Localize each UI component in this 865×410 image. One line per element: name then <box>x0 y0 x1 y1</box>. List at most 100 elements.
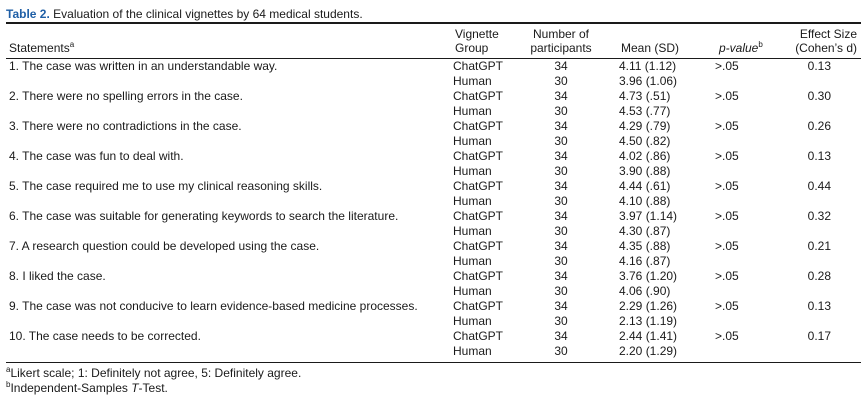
p-value-cell: >.05 <box>715 209 739 223</box>
mean-sd-cell: 3.96 (1.06) <box>619 74 678 88</box>
participants-cell: 30 <box>554 74 568 88</box>
statement-blank-cell <box>6 104 449 119</box>
statement-cell: 8. I liked the case. <box>9 269 106 283</box>
effect-size-cell: 0.44 <box>807 179 831 193</box>
table-row: 10. The case needs to be corrected. ChatG… <box>6 329 861 344</box>
effect-size-blank-cell <box>777 224 861 239</box>
group-cell: ChatGPT <box>453 89 504 103</box>
p-value-cell: >.05 <box>715 329 739 343</box>
effect-size-cell: 0.28 <box>807 269 831 283</box>
group-cell: Human <box>453 134 492 148</box>
mean-sd-cell: 4.50 (.82) <box>619 134 671 148</box>
table-row: Human 30 4.50 (.82) <box>6 134 861 149</box>
effect-size-cell: 0.13 <box>807 149 831 163</box>
p-value-blank-cell <box>697 224 777 239</box>
group-cell: Human <box>453 164 492 178</box>
header-p-value: p-valueb <box>719 40 763 56</box>
mean-sd-cell: 4.30 (.87) <box>619 224 671 238</box>
table-caption: Table 2. Evaluation of the clinical vign… <box>6 6 861 22</box>
mean-sd-cell: 4.02 (.86) <box>619 149 671 163</box>
p-value-blank-cell <box>697 314 777 329</box>
group-cell: ChatGPT <box>453 239 504 253</box>
statement-cell: 5. The case required me to use my clinic… <box>9 179 323 193</box>
effect-size-blank-cell <box>777 254 861 269</box>
table-body: 1. The case was written in an understand… <box>6 59 861 359</box>
participants-cell: 34 <box>554 239 568 253</box>
statement-cell: 2. There were no spelling errors in the … <box>9 89 243 103</box>
top-rule <box>6 22 861 24</box>
table-row: 3. There were no contradictions in the c… <box>6 119 861 134</box>
group-cell: ChatGPT <box>453 299 504 313</box>
table-row: Human 30 2.13 (1.19) <box>6 314 861 329</box>
table-row: Human 30 3.96 (1.06) <box>6 74 861 89</box>
table-row: 7. A research question could be develope… <box>6 239 861 254</box>
statement-cell: 9. The case was not conducive to learn e… <box>9 299 418 313</box>
participants-cell: 34 <box>554 299 568 313</box>
effect-size-cell: 0.17 <box>807 329 831 343</box>
p-value-blank-cell <box>697 164 777 179</box>
header-statements: Statementsa <box>9 40 75 56</box>
header-effect-size: Effect Size (Cohen’s d) <box>795 27 857 55</box>
participants-cell: 30 <box>554 344 568 358</box>
group-cell: Human <box>453 344 492 358</box>
table-footnotes: aLikert scale; 1: Definitely not agree, … <box>6 366 861 396</box>
participants-cell: 34 <box>554 89 568 103</box>
header-mean-sd: Mean (SD) <box>621 41 680 55</box>
effect-size-cell: 0.30 <box>807 89 831 103</box>
statement-blank-cell <box>6 314 449 329</box>
effect-size-cell: 0.13 <box>807 59 831 73</box>
participants-cell: 30 <box>554 224 568 238</box>
effect-size-cell: 0.32 <box>807 209 831 223</box>
p-value-blank-cell <box>697 344 777 359</box>
footnote-a: aLikert scale; 1: Definitely not agree, … <box>6 365 302 381</box>
effect-size-blank-cell <box>777 74 861 89</box>
mean-sd-cell: 2.29 (1.26) <box>619 299 678 313</box>
table-row: Human 30 4.16 (.87) <box>6 254 861 269</box>
participants-cell: 34 <box>554 329 568 343</box>
effect-size-blank-cell <box>777 344 861 359</box>
statement-blank-cell <box>6 224 449 239</box>
table-caption-label: Table 2. <box>6 7 50 21</box>
group-cell: ChatGPT <box>453 179 504 193</box>
group-cell: Human <box>453 254 492 268</box>
group-cell: Human <box>453 104 492 118</box>
table-row: Human 30 4.06 (.90) <box>6 284 861 299</box>
header-rule <box>6 58 861 59</box>
mean-sd-cell: 4.44 (.61) <box>619 179 671 193</box>
mean-sd-cell: 2.44 (1.41) <box>619 329 678 343</box>
table-header: Statementsa Vignette Group Number of parti… <box>6 24 861 59</box>
participants-cell: 30 <box>554 134 568 148</box>
table-row: Human 30 4.30 (.87) <box>6 224 861 239</box>
table-row: 4. The case was fun to deal with. ChatGPT… <box>6 149 861 164</box>
participants-cell: 30 <box>554 314 568 328</box>
p-value-cell: >.05 <box>715 119 739 133</box>
statement-blank-cell <box>6 134 449 149</box>
statement-cell: 6. The case was suitable for generating … <box>9 209 399 223</box>
p-value-cell: >.05 <box>715 239 739 253</box>
mean-sd-cell: 2.13 (1.19) <box>619 314 678 328</box>
p-value-cell: >.05 <box>715 269 739 283</box>
participants-cell: 34 <box>554 149 568 163</box>
p-value-blank-cell <box>697 104 777 119</box>
effect-size-cell: 0.26 <box>807 119 831 133</box>
statement-blank-cell <box>6 194 449 209</box>
statement-cell: 1. The case was written in an understand… <box>9 59 278 73</box>
mean-sd-cell: 2.20 (1.29) <box>619 344 678 358</box>
statement-cell: 10. The case needs to be corrected. <box>9 329 201 343</box>
table-row: Human 30 4.10 (.88) <box>6 194 861 209</box>
group-cell: Human <box>453 314 492 328</box>
p-value-cell: >.05 <box>715 59 739 73</box>
table-row: 8. I liked the case. ChatGPT 34 3.76 (1.20)… <box>6 269 861 284</box>
effect-size-blank-cell <box>777 104 861 119</box>
mean-sd-cell: 4.35 (.88) <box>619 239 671 253</box>
group-cell: ChatGPT <box>453 149 504 163</box>
bottom-rule <box>6 362 861 363</box>
mean-sd-cell: 4.53 (.77) <box>619 104 671 118</box>
table-row: 9. The case was not conducive to learn e… <box>6 299 861 314</box>
participants-cell: 30 <box>554 104 568 118</box>
table-row: 5. The case required me to use my clinic… <box>6 179 861 194</box>
effect-size-blank-cell <box>777 284 861 299</box>
table-row: Human 30 3.90 (.88) <box>6 164 861 179</box>
group-cell: ChatGPT <box>453 119 504 133</box>
participants-cell: 34 <box>554 269 568 283</box>
